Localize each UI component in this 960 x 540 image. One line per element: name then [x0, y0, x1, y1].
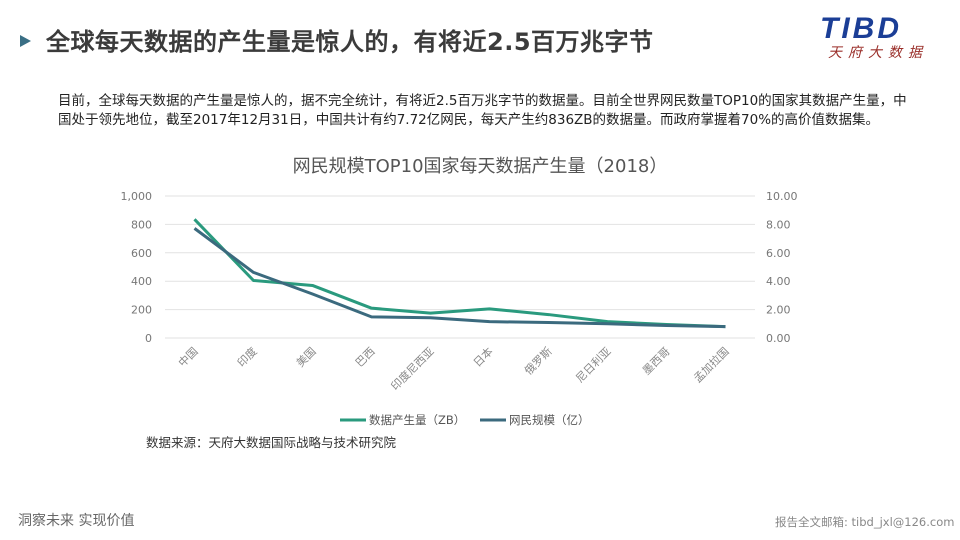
svg-text:4.00: 4.00	[766, 275, 791, 288]
slide-title: 全球每天数据的产生量是惊人的，有将近2.5百万兆字节	[46, 28, 654, 56]
svg-text:墨西哥: 墨西哥	[640, 345, 673, 378]
footer-email: 报告全文邮箱: tibd_jxl@126.com	[775, 515, 955, 529]
svg-text:600: 600	[131, 247, 152, 260]
left-axis-ticks: 0 200 400 600 800 1,000	[121, 190, 153, 345]
gridlines	[165, 195, 755, 339]
data-source-note: 数据来源：天府大数据国际战略与技术研究院	[146, 435, 397, 450]
tibd-logo: TIBD 天府大数据	[820, 14, 940, 69]
svg-text:印度尼西亚: 印度尼西亚	[388, 344, 437, 393]
svg-text:200: 200	[131, 304, 152, 317]
svg-text:400: 400	[131, 275, 152, 288]
svg-text:6.00: 6.00	[766, 247, 791, 260]
series-line	[193, 227, 726, 329]
legend: 数据产生量（ZB） 网民规模（亿）	[340, 413, 590, 427]
svg-text:8.00: 8.00	[766, 218, 791, 231]
svg-text:10.00: 10.00	[766, 190, 798, 203]
footer-slogan: 洞察未来 实现价值	[18, 513, 135, 529]
series-lines	[193, 218, 726, 329]
intro-paragraph: 目前，全球每天数据的产生量是惊人的，据不完全统计，有将近2.5百万兆字节的数据量…	[58, 93, 907, 128]
bullet-triangle-icon	[20, 35, 31, 47]
svg-text:数据产生量（ZB）: 数据产生量（ZB）	[369, 413, 465, 427]
svg-text:印度: 印度	[234, 344, 259, 369]
svg-text:0: 0	[145, 332, 152, 345]
slide-header: 全球每天数据的产生量是惊人的，有将近2.5百万兆字节 TIBD 天府大数据	[0, 0, 960, 80]
svg-text:日本: 日本	[470, 344, 495, 369]
x-axis-labels: 中国 印度 美国 巴西 印度尼西亚 日本 俄罗斯 尼日利亚 墨西哥 孟加拉国	[176, 344, 732, 393]
svg-text:中国: 中国	[176, 345, 201, 370]
logo-text: TIBD	[820, 12, 902, 45]
chart-title: 网民规模TOP10国家每天数据产生量（2018）	[292, 156, 668, 177]
svg-text:2.00: 2.00	[766, 304, 791, 317]
svg-text:0.00: 0.00	[766, 332, 791, 345]
svg-text:网民规模（亿）: 网民规模（亿）	[509, 413, 590, 427]
right-axis-ticks: 0.00 2.00 4.00 6.00 8.00 10.00	[766, 190, 798, 345]
svg-text:800: 800	[131, 218, 152, 231]
series-line	[193, 218, 726, 329]
svg-text:美国: 美国	[294, 345, 319, 370]
svg-text:尼日利亚: 尼日利亚	[573, 345, 613, 385]
svg-text:1,000: 1,000	[121, 190, 153, 203]
svg-text:巴西: 巴西	[353, 345, 378, 370]
svg-text:孟加拉国: 孟加拉国	[691, 344, 732, 385]
logo-subtitle: 天府大数据	[828, 45, 928, 61]
svg-text:俄罗斯: 俄罗斯	[522, 345, 555, 378]
